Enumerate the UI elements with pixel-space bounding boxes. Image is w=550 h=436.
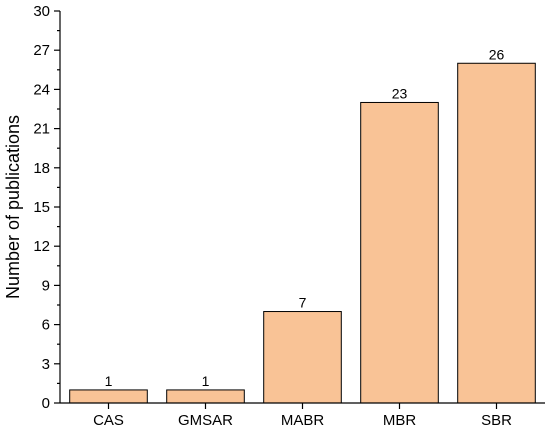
data-label: 23 — [392, 85, 408, 101]
x-tick-label: MABR — [281, 412, 325, 429]
data-label: 7 — [299, 295, 307, 311]
x-tick-label: SBR — [481, 412, 512, 429]
data-label: 1 — [202, 373, 210, 389]
x-axis-ticks: CAS GMSAR MABR MBR SBR — [93, 403, 512, 429]
data-label: 26 — [489, 46, 505, 62]
bar-mbr — [360, 101, 439, 404]
y-tick-label: 15 — [33, 199, 50, 216]
y-axis-ticks: 0 3 6 9 12 15 18 21 24 27 30 — [33, 3, 60, 412]
bar-gmsar — [166, 389, 245, 404]
y-tick-label: 21 — [33, 121, 50, 138]
y-tick-label: 9 — [42, 277, 50, 294]
bars — [69, 62, 536, 404]
y-tick-label: 0 — [42, 395, 50, 412]
y-tick-label: 3 — [42, 356, 50, 373]
bar-mabr — [263, 311, 342, 404]
y-tick-label: 30 — [33, 3, 50, 20]
y-tick-label: 18 — [33, 160, 50, 177]
y-tick-label: 12 — [33, 238, 50, 255]
bar-cas — [69, 389, 148, 404]
bar-sbr — [457, 62, 536, 404]
x-tick-label: MBR — [383, 412, 417, 429]
x-tick-label: CAS — [93, 412, 124, 429]
y-axis-title: Number of publications — [3, 115, 23, 299]
data-label: 1 — [105, 373, 113, 389]
y-tick-label: 27 — [33, 42, 50, 59]
x-tick-label: GMSAR — [178, 412, 233, 429]
value-labels: 1 1 7 23 26 — [105, 46, 505, 389]
y-tick-label: 24 — [33, 81, 50, 98]
y-tick-label: 6 — [42, 317, 50, 334]
